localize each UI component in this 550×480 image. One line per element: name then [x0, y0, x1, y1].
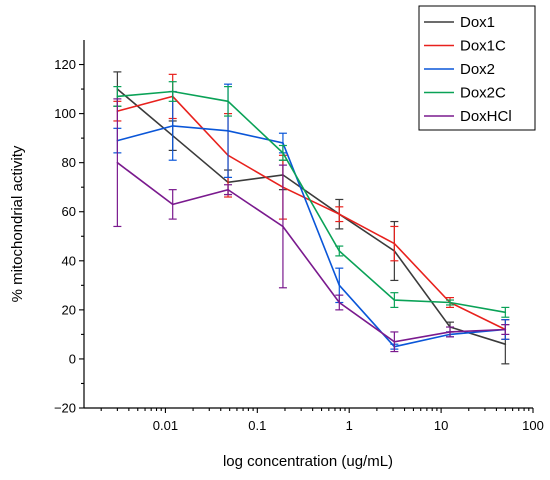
data-point [393, 299, 396, 301]
legend-label: Dox2C [460, 85, 506, 102]
y-tick-label: 100 [54, 106, 76, 121]
y-axis-title: % mitochondrial activity [9, 145, 26, 302]
y-tick-label: 20 [62, 302, 76, 317]
ticks-layer: −20 0 20 40 60 80 100 120 0.01 0.1 1 10 100 [54, 57, 544, 433]
x-axis-title: log concentration (ug/mL) [223, 453, 393, 470]
legend-label: Dox2 [460, 61, 495, 78]
data-point [504, 311, 507, 314]
data-point [338, 284, 341, 287]
y-tick-label: 120 [54, 57, 76, 72]
data-point [282, 142, 284, 144]
series-doxhcl [113, 98, 510, 353]
data-point [116, 95, 119, 98]
data-point [282, 225, 284, 228]
data-point [338, 213, 341, 215]
legend-label: DoxHCl [460, 108, 512, 125]
data-point [393, 340, 396, 343]
data-point [171, 125, 174, 127]
data-point [504, 328, 507, 331]
x-tick-label: 1 [346, 418, 353, 433]
data-point [171, 90, 174, 93]
data-point [504, 343, 507, 346]
x-tick-label: 100 [522, 418, 544, 433]
series-dox2c [113, 81, 510, 318]
data-point [227, 100, 229, 103]
x-tick-label: 0.01 [153, 418, 178, 433]
legend: Dox1 Dox1C Dox2 Dox2C DoxHCl [418, 5, 536, 131]
series-line [117, 125, 506, 348]
data-point [393, 242, 396, 245]
data-point [338, 301, 341, 304]
y-tick-label: 60 [62, 204, 76, 219]
data-point [449, 301, 451, 304]
y-tick-label: 0 [69, 351, 76, 366]
data-point [282, 152, 284, 154]
series-line [117, 90, 506, 314]
x-tick-label: 0.1 [248, 418, 266, 433]
axes-layer [83, 40, 533, 409]
legend-label: Dox1C [460, 38, 506, 55]
data-point [116, 161, 119, 164]
data-point [171, 203, 174, 206]
legend-label: Dox1 [460, 14, 495, 31]
data-point [449, 331, 451, 333]
x-tick-label: 10 [434, 418, 448, 433]
series-layer [113, 71, 510, 365]
data-point [338, 250, 341, 252]
y-tick-label: 40 [62, 253, 76, 268]
data-point [227, 188, 229, 191]
series-line [116, 88, 506, 345]
y-tick-label: 80 [62, 155, 76, 170]
series-line [116, 162, 506, 343]
data-point [227, 129, 229, 132]
y-tick-label: −20 [54, 401, 76, 416]
legend-box [418, 5, 536, 131]
